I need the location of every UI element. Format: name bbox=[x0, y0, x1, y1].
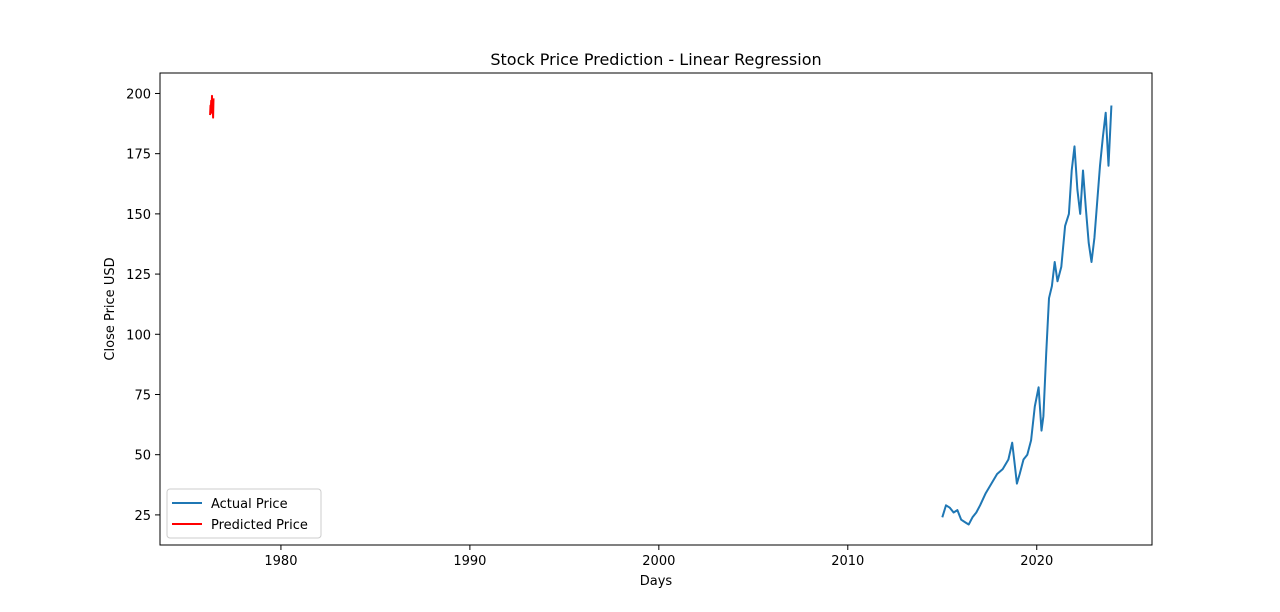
y-tick-label-125: 125 bbox=[126, 268, 151, 283]
y-axis: 25 50 75 100 125 150 175 200 bbox=[126, 87, 160, 524]
x-tick-label-2000: 2000 bbox=[642, 554, 675, 569]
y-tick-label-150: 150 bbox=[126, 208, 151, 223]
x-tick-label-1990: 1990 bbox=[453, 554, 486, 569]
series-line-actual-price bbox=[941, 105, 1113, 526]
x-axis-label: Days bbox=[640, 574, 673, 589]
legend-box bbox=[166, 488, 322, 539]
x-tick-label-2010: 2010 bbox=[831, 554, 864, 569]
series-line-predicted-price bbox=[209, 94, 215, 119]
y-tick-label-25: 25 bbox=[134, 509, 151, 524]
x-tick-label-2020: 2020 bbox=[1020, 554, 1053, 569]
legend: Actual Price Predicted Price bbox=[166, 488, 322, 539]
x-axis: 1980 1990 2000 2010 2020 bbox=[264, 545, 1053, 569]
y-tick-label-175: 175 bbox=[126, 148, 151, 163]
x-tick-label-1980: 1980 bbox=[264, 554, 297, 569]
legend-label-predicted-price: Predicted Price bbox=[211, 518, 308, 533]
chart-title: Stock Price Prediction - Linear Regressi… bbox=[490, 50, 821, 69]
y-tick-label-50: 50 bbox=[134, 449, 151, 464]
plot-frame bbox=[159, 72, 1153, 546]
y-axis-label: Close Price USD bbox=[103, 257, 118, 360]
y-tick-label-100: 100 bbox=[126, 328, 151, 343]
series-layer bbox=[209, 94, 1113, 526]
plot-area bbox=[159, 72, 1153, 546]
y-tick-label-75: 75 bbox=[134, 388, 151, 403]
y-tick-label-200: 200 bbox=[126, 87, 151, 102]
legend-label-actual-price: Actual Price bbox=[211, 497, 288, 512]
